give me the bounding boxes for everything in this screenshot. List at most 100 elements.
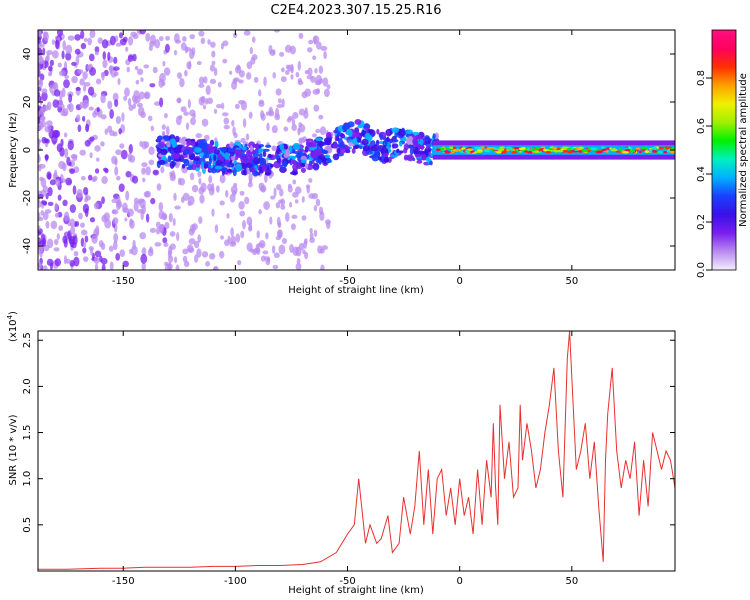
heatmap-cell bbox=[200, 95, 206, 104]
heatmap-cell bbox=[590, 147, 598, 151]
heatmap-cell bbox=[295, 262, 302, 270]
bottom-x-tick-label: 0 bbox=[456, 576, 462, 587]
heatmap-cell bbox=[78, 212, 83, 220]
heatmap-cell bbox=[265, 232, 269, 240]
heatmap-cell bbox=[64, 148, 69, 159]
bottom-x-axis-label: Height of straight line (km) bbox=[288, 585, 424, 596]
heatmap-cell bbox=[84, 235, 89, 243]
heatmap-cell bbox=[124, 87, 130, 97]
heatmap-cell bbox=[258, 101, 265, 108]
heatmap-cell bbox=[506, 148, 510, 152]
heatmap-cell bbox=[75, 86, 81, 91]
heatmap-cell bbox=[77, 69, 84, 74]
heatmap-cell bbox=[75, 114, 81, 123]
heatmap-cell bbox=[258, 209, 262, 215]
heatmap-cell bbox=[312, 133, 317, 138]
heatmap-cell bbox=[622, 151, 630, 154]
heatmap-cell bbox=[498, 149, 503, 152]
heatmap-cell bbox=[46, 50, 53, 56]
heatmap-cell bbox=[38, 225, 41, 231]
heatmap-cell bbox=[220, 42, 224, 50]
top-x-tick-label: -50 bbox=[339, 276, 355, 287]
heatmap-cell bbox=[131, 245, 138, 256]
heatmap-cell bbox=[292, 163, 299, 171]
heatmap-cell bbox=[119, 249, 126, 257]
heatmap-cell bbox=[198, 216, 203, 224]
heatmap-cell bbox=[73, 250, 79, 257]
heatmap-cell bbox=[210, 41, 216, 48]
heatmap-cell bbox=[75, 55, 80, 66]
heatmap-cell bbox=[122, 36, 128, 43]
heatmap-cell bbox=[292, 142, 301, 151]
heatmap-cell bbox=[148, 146, 155, 156]
heatmap-cell bbox=[635, 147, 641, 150]
heatmap-cell bbox=[270, 195, 276, 200]
heatmap-cell bbox=[194, 147, 202, 154]
heatmap-cell bbox=[296, 258, 301, 265]
heatmap-cell bbox=[279, 51, 285, 57]
heatmap-cell bbox=[187, 200, 192, 206]
heatmap-cell bbox=[651, 146, 658, 150]
heatmap-cell bbox=[159, 72, 166, 83]
heatmap-cell bbox=[184, 47, 192, 52]
heatmap-cell bbox=[226, 168, 233, 173]
heatmap-cell bbox=[134, 65, 139, 71]
heatmap-cell bbox=[193, 157, 200, 161]
heatmap-cell bbox=[38, 78, 44, 89]
heatmap-cell bbox=[54, 258, 62, 267]
heatmap-cell bbox=[309, 227, 313, 234]
heatmap-cell bbox=[324, 88, 330, 98]
heatmap-cell bbox=[343, 122, 351, 130]
heatmap-cell bbox=[148, 44, 153, 52]
heatmap-cell bbox=[415, 153, 422, 158]
heatmap-cell bbox=[279, 166, 287, 173]
heatmap-cell bbox=[249, 248, 254, 253]
heatmap-cell bbox=[347, 129, 353, 138]
heatmap-cell bbox=[188, 152, 196, 161]
heatmap-cell bbox=[48, 65, 53, 72]
heatmap-cell bbox=[219, 200, 225, 206]
heatmap-cell bbox=[286, 117, 292, 123]
heatmap-cell bbox=[233, 77, 240, 82]
heatmap-cell bbox=[182, 248, 189, 255]
heatmap-cell bbox=[173, 256, 178, 264]
heatmap-cell bbox=[111, 209, 117, 215]
heatmap-cell bbox=[246, 149, 251, 157]
heatmap-cell bbox=[319, 140, 323, 148]
heatmap-cell bbox=[112, 240, 118, 251]
heatmap-cell bbox=[142, 177, 146, 183]
heatmap-cell bbox=[248, 141, 256, 149]
top-y-tick-label: 40 bbox=[22, 48, 33, 61]
heatmap-cell bbox=[101, 214, 108, 223]
heatmap-cell bbox=[83, 81, 91, 87]
heatmap-cell bbox=[391, 127, 400, 133]
heatmap-cell bbox=[230, 227, 234, 237]
heatmap-cell bbox=[542, 148, 548, 152]
heatmap-cell bbox=[166, 140, 171, 148]
heatmap-cell bbox=[139, 140, 144, 147]
heatmap-cell bbox=[79, 222, 86, 228]
heatmap-cell bbox=[71, 75, 78, 84]
heatmap-cell bbox=[321, 156, 326, 163]
heatmap-cell bbox=[74, 34, 81, 41]
heatmap-cell bbox=[354, 118, 362, 125]
heatmap-cell bbox=[610, 148, 618, 152]
heatmap-cell bbox=[101, 39, 109, 49]
heatmap-cell bbox=[290, 63, 294, 74]
heatmap-cell bbox=[101, 176, 108, 185]
heatmap-cell bbox=[45, 120, 53, 127]
heatmap-cell bbox=[83, 256, 89, 262]
heatmap-cell bbox=[207, 97, 213, 105]
heatmap-cell bbox=[292, 179, 297, 185]
heatmap-cell bbox=[137, 209, 144, 214]
heatmap-cell bbox=[115, 149, 122, 156]
heatmap-cell bbox=[566, 150, 573, 154]
heatmap-cell bbox=[276, 103, 284, 109]
heatmap-cell bbox=[43, 265, 48, 270]
heatmap-cell bbox=[648, 149, 653, 152]
heatmap-cell bbox=[83, 37, 88, 42]
heatmap-cell bbox=[295, 186, 302, 195]
heatmap-cell bbox=[312, 55, 317, 61]
heatmap-cell bbox=[113, 66, 120, 71]
heatmap-cell bbox=[65, 177, 72, 186]
